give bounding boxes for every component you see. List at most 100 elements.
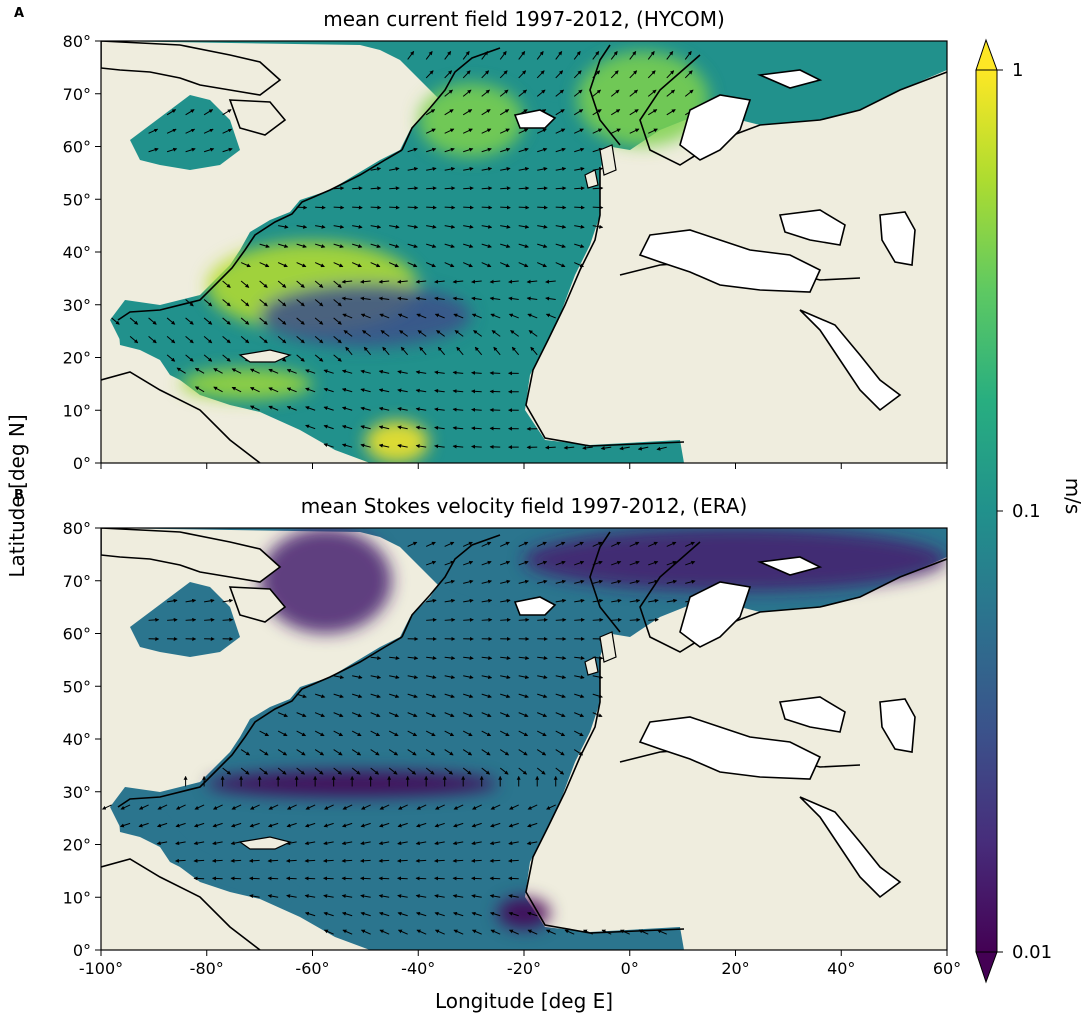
velocity-arrow xyxy=(471,444,482,449)
velocity-arrow xyxy=(434,279,445,284)
velocity-arrow xyxy=(537,541,547,547)
velocity-arrow xyxy=(360,876,371,881)
velocity-arrow xyxy=(314,730,325,737)
velocity-arrow xyxy=(481,598,493,603)
velocity-arrow xyxy=(444,70,453,79)
velocity-arrow xyxy=(248,858,260,863)
velocity-arrow xyxy=(444,205,456,210)
panel-a-title: mean current field 1997-2012, (HYCOM) xyxy=(323,7,725,31)
velocity-arrow xyxy=(222,109,232,116)
velocity-arrow xyxy=(249,804,260,810)
velocity-arrow xyxy=(157,804,168,810)
velocity-arrow xyxy=(555,749,565,756)
feature-irminger-east-greenland-current xyxy=(418,83,524,158)
y-tick-label: 30° xyxy=(63,296,91,315)
velocity-arrow xyxy=(481,89,490,97)
velocity-arrow xyxy=(610,70,619,79)
velocity-arrow xyxy=(360,443,371,448)
velocity-arrow xyxy=(444,598,456,603)
velocity-arrow xyxy=(333,299,342,307)
velocity-arrow xyxy=(397,407,408,411)
velocity-arrow xyxy=(499,541,510,547)
velocity-arrow xyxy=(573,70,582,79)
velocity-arrow xyxy=(500,675,511,680)
velocity-arrow xyxy=(471,841,482,846)
velocity-arrow xyxy=(194,386,205,393)
velocity-arrow xyxy=(389,693,400,699)
velocity-arrow xyxy=(629,70,638,79)
velocity-arrow xyxy=(471,407,482,412)
velocity-arrow xyxy=(435,804,445,810)
velocity-arrow xyxy=(341,858,353,863)
velocity-arrow xyxy=(444,243,455,248)
velocity-arrow xyxy=(333,243,344,248)
velocity-arrow xyxy=(666,560,677,566)
velocity-arrow xyxy=(545,929,556,935)
velocity-arrow xyxy=(360,296,371,301)
velocity-arrow xyxy=(425,730,436,737)
velocity-arrow xyxy=(518,89,528,97)
velocity-arrow xyxy=(370,656,382,661)
velocity-arrow xyxy=(500,224,511,229)
panel-a-inland-seas xyxy=(513,69,916,412)
velocity-arrow xyxy=(277,767,287,775)
velocity-arrow xyxy=(518,205,530,210)
velocity-arrow xyxy=(452,296,464,301)
velocity-arrow xyxy=(555,262,566,268)
velocity-arrow xyxy=(555,712,566,718)
velocity-arrow xyxy=(286,894,297,899)
velocity-arrow xyxy=(647,89,657,97)
velocity-arrow xyxy=(323,406,334,411)
velocity-arrow xyxy=(351,712,363,718)
y-tick-label: 70° xyxy=(63,572,91,591)
velocity-arrow xyxy=(296,730,307,737)
velocity-arrow xyxy=(211,858,223,863)
velocity-arrow xyxy=(471,389,482,394)
panel-a-ticks: 0° 10° 20° 30° 40° 50° 60° 70° 80° xyxy=(63,32,948,473)
velocity-arrow xyxy=(259,262,270,268)
velocity-arrow xyxy=(444,128,455,134)
velocity-arrow xyxy=(444,89,453,97)
velocity-arrow xyxy=(148,128,159,134)
velocity-arrow xyxy=(537,656,548,661)
velocity-arrow xyxy=(267,858,279,863)
velocity-arrow xyxy=(222,354,231,362)
velocity-arrow xyxy=(444,749,454,756)
velocity-arrow xyxy=(489,296,501,301)
velocity-arrow xyxy=(489,841,501,846)
velocity-arrow xyxy=(352,675,363,680)
velocity-arrow xyxy=(574,147,585,153)
velocity-arrow xyxy=(203,147,215,153)
velocity-arrow xyxy=(527,929,538,935)
velocity-arrow xyxy=(444,656,456,661)
velocity-arrow xyxy=(444,767,454,775)
panel-b-letter: B xyxy=(14,488,24,503)
velocity-arrow xyxy=(185,354,194,362)
panel-a-small-islands xyxy=(238,144,617,363)
panel-b-title: mean Stokes velocity field 1997-2012, (E… xyxy=(301,494,748,518)
velocity-arrow xyxy=(342,313,353,319)
velocity-arrow xyxy=(518,243,529,248)
velocity-arrow xyxy=(518,541,529,547)
velocity-arrow xyxy=(666,579,678,584)
velocity-arrow xyxy=(175,804,186,810)
velocity-arrow xyxy=(518,617,530,622)
velocity-arrow xyxy=(444,541,455,547)
velocity-arrow xyxy=(360,929,371,935)
velocity-arrow xyxy=(499,730,510,737)
velocity-arrow xyxy=(471,911,482,917)
velocity-arrow xyxy=(259,280,268,288)
velocity-arrow xyxy=(333,317,342,325)
velocity-arrow xyxy=(666,109,676,116)
velocity-arrow xyxy=(444,579,456,584)
velocity-arrow xyxy=(518,712,529,718)
velocity-arrow xyxy=(526,296,538,301)
velocity-arrow xyxy=(286,369,297,374)
velocity-arrow xyxy=(574,541,584,547)
velocity-arrow xyxy=(323,822,334,828)
velocity-arrow xyxy=(426,205,437,210)
velocity-arrow xyxy=(277,730,288,737)
velocity-arrow xyxy=(463,579,474,584)
velocity-arrow xyxy=(203,354,213,362)
